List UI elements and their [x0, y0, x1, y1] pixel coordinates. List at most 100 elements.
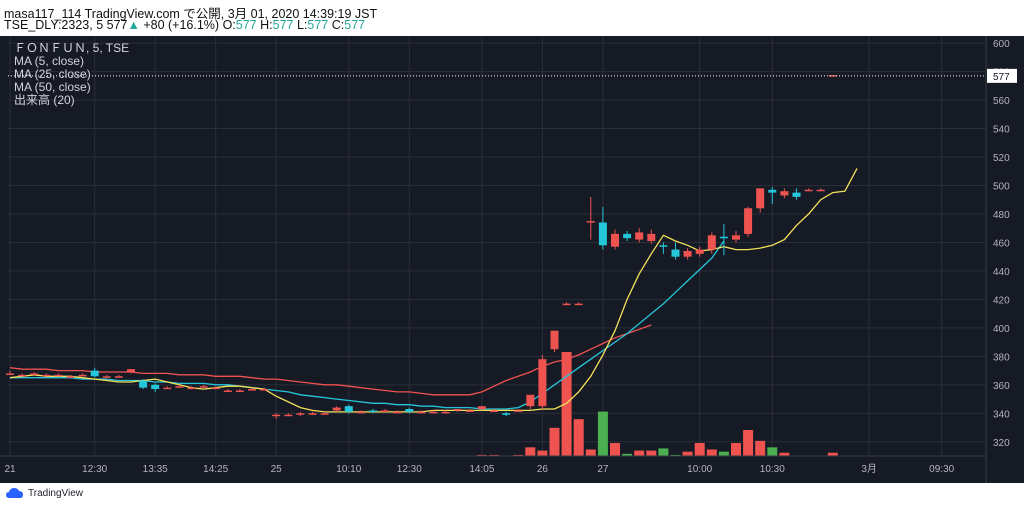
candle — [453, 409, 462, 411]
volume-bar — [743, 430, 754, 456]
legend-volume: 出来高 (20) — [14, 92, 75, 107]
candle — [308, 413, 317, 415]
volume-bar — [706, 449, 717, 456]
x-tick-label: 25 — [271, 464, 283, 475]
candle — [683, 250, 692, 257]
candle — [248, 389, 256, 391]
candle — [744, 208, 753, 234]
candle — [296, 413, 305, 415]
legend-ma25: MA (25, close) — [14, 67, 91, 81]
volume-bar — [610, 443, 620, 456]
legend-symbol: ＦＯＮＦＵＮ, 5, TSE — [14, 41, 129, 55]
candle — [356, 411, 365, 414]
high-value: 577 — [272, 18, 294, 32]
open-value: 577 — [235, 18, 257, 32]
candle — [707, 235, 716, 250]
y-tick-label: 460 — [993, 238, 1010, 249]
candle — [671, 249, 680, 257]
candle — [320, 413, 329, 415]
candle — [151, 384, 160, 390]
volume-bar — [658, 448, 669, 456]
candle — [114, 376, 123, 378]
low-label: L: — [296, 18, 308, 32]
y-tick-label: 380 — [993, 352, 1010, 363]
close-label: C: — [331, 18, 345, 32]
price-chart[interactable]: 320 340 360 380 400 420 440 460 480 500 520 540 560 5… — [0, 36, 1024, 483]
x-tick-label: 14:05 — [469, 464, 494, 475]
y-tick-label: 600 — [993, 39, 1010, 50]
candle — [780, 191, 789, 196]
candle — [102, 376, 111, 378]
x-tick-label: 14:25 — [203, 464, 228, 475]
volume-bar — [767, 447, 778, 456]
x-tick-label: 10:00 — [687, 464, 712, 475]
last-price: 577 — [106, 18, 128, 32]
volume-bar — [682, 451, 693, 456]
volume-bar — [537, 450, 548, 456]
legend-ma50: MA (50, close) — [14, 80, 91, 94]
candle — [42, 374, 51, 377]
candle — [574, 303, 583, 306]
candle — [30, 373, 39, 375]
y-tick-label: 420 — [993, 295, 1010, 306]
y-tick-label: 340 — [993, 409, 1010, 420]
volume-bar — [694, 443, 705, 456]
candle — [66, 376, 75, 378]
x-tick-label: 3月 — [861, 463, 877, 475]
volume-bar — [779, 452, 790, 456]
candle — [381, 410, 390, 412]
low-value: 577 — [307, 18, 329, 32]
x-tick-label: 09:30 — [929, 464, 954, 475]
chart-header: masa117_114 TradingView.com で公開, 3月 01, … — [0, 0, 1024, 36]
open-label: O: — [222, 18, 236, 32]
candle — [804, 189, 813, 192]
candle — [127, 369, 135, 372]
x-tick-label: 10:10 — [336, 464, 361, 475]
candle — [211, 387, 220, 390]
candle — [18, 374, 27, 377]
candle — [538, 359, 547, 407]
x-tick-label: 21 — [4, 464, 16, 475]
candle — [732, 235, 740, 240]
legend-ma5: MA (5, close) — [14, 54, 84, 68]
candle — [90, 370, 99, 377]
volume-bar — [634, 450, 645, 456]
grid-lines — [8, 36, 986, 456]
candle — [756, 188, 765, 209]
volume-bar — [597, 411, 608, 456]
y-tick-label: 320 — [993, 438, 1010, 449]
chart-legend: ＦＯＮＦＵＮ, 5, TSE MA (5, close) MA (25, clo… — [14, 41, 129, 107]
volume-bar — [489, 454, 499, 456]
y-tick-label: 520 — [993, 153, 1010, 164]
candle — [272, 414, 281, 417]
candles — [6, 75, 837, 419]
last-price-tag — [987, 68, 1017, 83]
candle — [175, 386, 184, 388]
volume-bar — [585, 449, 596, 456]
volume-bar — [573, 419, 584, 456]
chart-area[interactable]: 320 340 360 380 400 420 440 460 480 500 520 540 560 5… — [0, 36, 1024, 483]
y-tick-label: 480 — [993, 210, 1010, 221]
volume-bar — [549, 427, 560, 456]
y-tick-label: 500 — [993, 181, 1010, 192]
up-arrow-icon: ▲ — [127, 18, 140, 32]
ma25-line — [10, 240, 725, 410]
publish-info: masa117_114 TradingView.com で公開, 3月 01, … — [4, 7, 378, 21]
candle — [502, 413, 511, 415]
volume-bar — [525, 447, 536, 456]
x-tick-label: 12:30 — [397, 464, 422, 475]
candle — [223, 390, 232, 393]
x-tick-label: 27 — [597, 464, 609, 475]
price-change: +80 (+16.1%) — [143, 18, 220, 32]
candle — [465, 410, 474, 412]
candle — [598, 222, 607, 246]
candle — [659, 245, 668, 247]
candle — [623, 233, 632, 239]
candle — [163, 387, 172, 390]
volume-bar — [513, 454, 524, 456]
tradingview-logo[interactable]: TradingView — [6, 487, 83, 499]
y-tick-label: 400 — [993, 324, 1010, 335]
y-tick-label: 440 — [993, 267, 1010, 278]
candle — [235, 390, 244, 393]
x-tick-label: 12:30 — [82, 464, 107, 475]
